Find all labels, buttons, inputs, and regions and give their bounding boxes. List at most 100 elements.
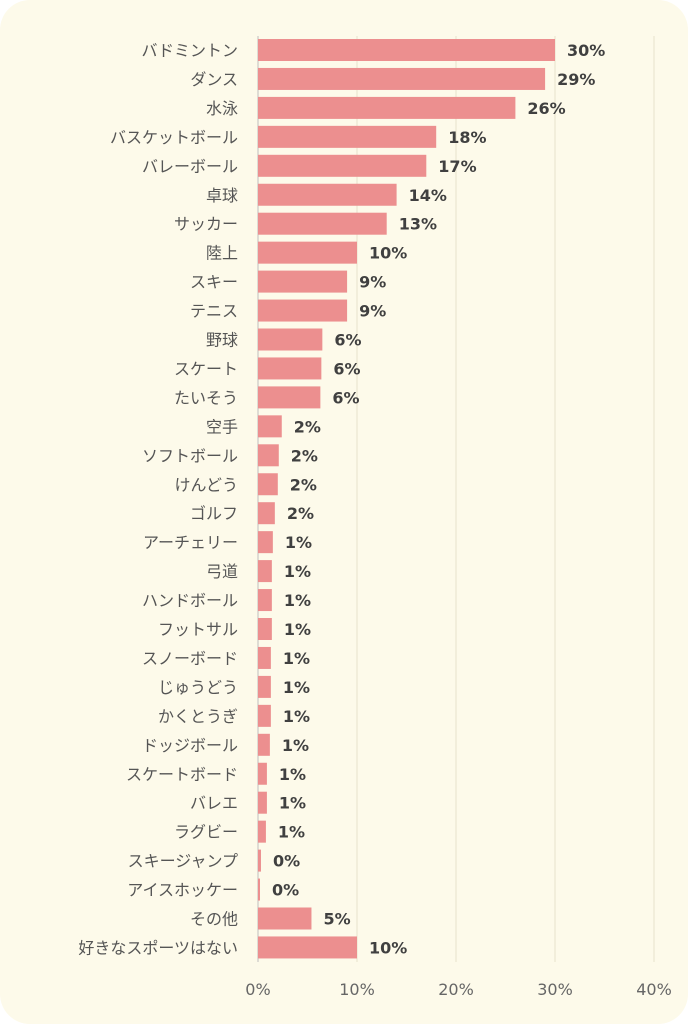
category-label: バレエ: [190, 794, 238, 813]
category-label: スキー: [190, 273, 238, 292]
category-label: ラグビー: [174, 823, 238, 842]
x-tick-label: 20%: [438, 980, 474, 999]
category-label: 好きなスポーツはない: [78, 938, 238, 957]
data-label: 1%: [279, 765, 306, 784]
data-label: 1%: [283, 678, 310, 697]
category-label: ダンス: [190, 70, 238, 89]
category-label: アイスホッケー: [127, 881, 238, 900]
category-label: かくとうぎ: [158, 707, 238, 726]
bar: [258, 96, 516, 119]
bar: [258, 39, 555, 61]
bar: [258, 733, 270, 756]
category-label: ハンドボール: [142, 591, 238, 610]
category-label: バスケットボール: [110, 128, 238, 147]
data-label: 2%: [294, 417, 321, 436]
data-label: 1%: [284, 591, 311, 610]
bar: [258, 473, 278, 496]
bar: [258, 560, 272, 583]
data-label: 1%: [284, 620, 311, 639]
bar: [258, 299, 348, 322]
bar: [258, 183, 397, 206]
data-label: 29%: [557, 70, 595, 89]
data-label: 1%: [284, 562, 311, 581]
bar: [258, 154, 427, 177]
data-label: 18%: [448, 128, 486, 147]
category-label: 水泳: [206, 99, 238, 118]
bar: [258, 386, 321, 409]
data-label: 9%: [359, 273, 386, 292]
x-tick-label: 30%: [537, 980, 573, 999]
category-label: じゅうどう: [158, 678, 238, 697]
bar: [258, 675, 271, 698]
data-label: 1%: [283, 649, 310, 668]
bar: [258, 849, 261, 872]
data-label: 17%: [438, 157, 476, 176]
data-label: 30%: [567, 41, 605, 60]
data-label: 6%: [333, 359, 360, 378]
data-label: 1%: [282, 736, 309, 755]
data-label: 14%: [409, 186, 447, 205]
x-tick-label: 0%: [245, 980, 270, 999]
bar: [258, 820, 266, 843]
data-label: 26%: [527, 99, 565, 118]
category-label: スケートボード: [126, 765, 238, 784]
bar: [258, 125, 437, 148]
category-label: スノーボード: [142, 649, 238, 668]
data-label: 0%: [273, 852, 300, 871]
bar: [258, 618, 272, 640]
bar: [258, 589, 272, 612]
bar: [258, 646, 271, 669]
bar: [258, 67, 546, 90]
bar: [258, 241, 357, 264]
category-label: ドッジボール: [142, 736, 238, 755]
data-label: 1%: [279, 794, 306, 813]
category-label: 空手: [206, 417, 238, 436]
data-label: 1%: [285, 533, 312, 552]
category-label: バドミントン: [142, 41, 238, 60]
data-label: 5%: [323, 910, 350, 929]
data-label: 10%: [369, 244, 407, 263]
category-label: 野球: [206, 331, 238, 350]
data-label: 9%: [359, 302, 386, 321]
data-label: 10%: [369, 938, 407, 957]
category-label: アーチェリー: [143, 533, 238, 552]
category-label: ソフトボール: [142, 446, 238, 465]
x-tick-label: 40%: [636, 980, 672, 999]
bar: [258, 762, 267, 785]
bar: [258, 907, 312, 930]
category-label: 陸上: [206, 244, 238, 263]
category-label: その他: [190, 910, 238, 929]
data-label: 2%: [291, 446, 318, 465]
data-label: 1%: [278, 823, 305, 842]
category-label: サッカー: [174, 215, 238, 234]
bar: [258, 936, 357, 959]
bar: [258, 878, 260, 901]
bar: [258, 415, 282, 438]
bar: [258, 791, 267, 814]
data-label: 13%: [399, 215, 437, 234]
category-label: ゴルフ: [190, 504, 238, 523]
category-label: スケート: [174, 359, 238, 378]
data-label: 0%: [272, 881, 299, 900]
category-label: たいそう: [174, 388, 238, 407]
bar: [258, 704, 271, 727]
category-label: けんどう: [174, 475, 238, 494]
data-label: 2%: [287, 504, 314, 523]
data-label: 6%: [334, 331, 361, 350]
bar: [258, 531, 273, 554]
data-label: 2%: [290, 475, 317, 494]
category-label: 卓球: [206, 186, 238, 205]
bar: [258, 328, 323, 351]
bar: [258, 357, 322, 380]
category-label: 弓道: [206, 562, 238, 581]
x-tick-label: 10%: [339, 980, 375, 999]
bar: [258, 270, 348, 293]
bar: [258, 502, 275, 525]
category-label: テニス: [190, 302, 238, 321]
category-label: バレーボール: [142, 157, 238, 176]
bar: [258, 212, 387, 235]
data-label: 1%: [283, 707, 310, 726]
category-label: フットサル: [158, 620, 238, 639]
